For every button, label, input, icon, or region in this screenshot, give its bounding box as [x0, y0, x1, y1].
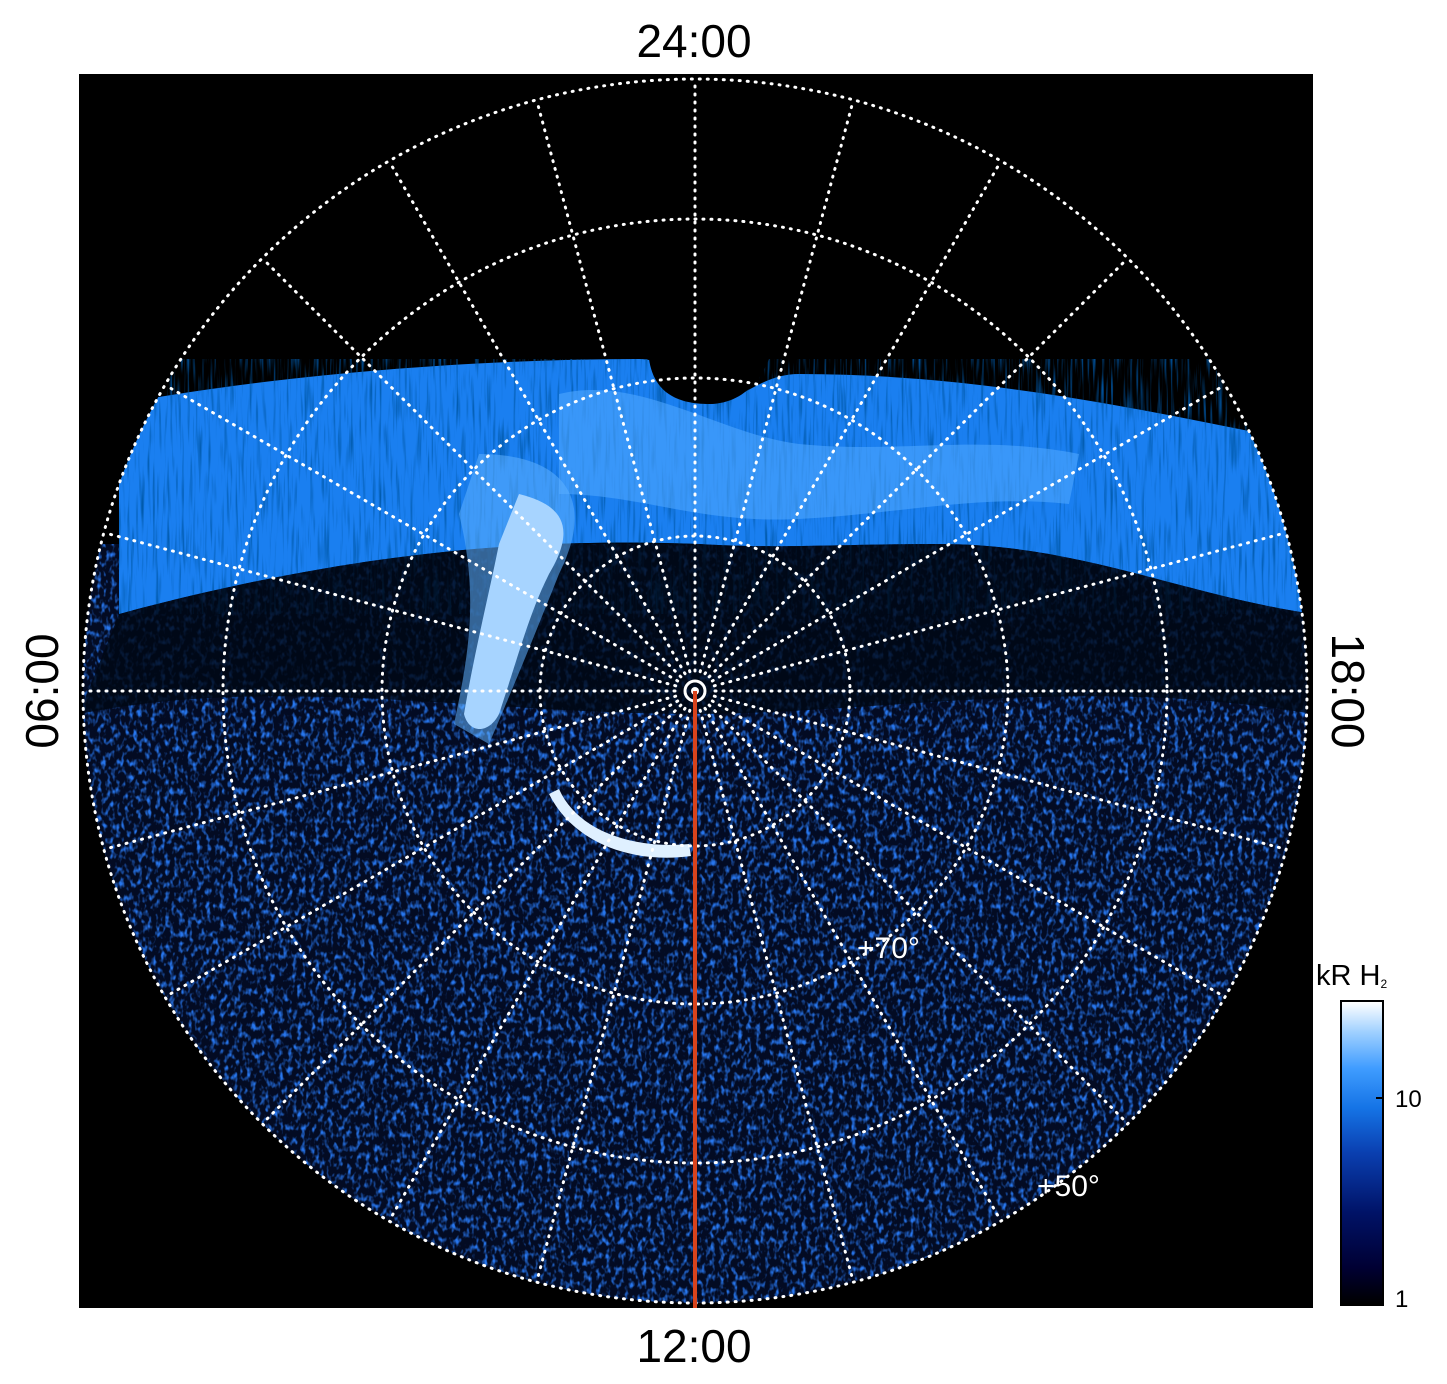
dawn-arc-glow [454, 454, 575, 744]
latitude-label-50: +50° [1037, 1170, 1100, 1203]
meridian-line [712, 531, 1288, 688]
local-time-label-midnight: 24:00 [636, 15, 752, 67]
meridian-line [710, 699, 1227, 999]
meridian-line [260, 256, 683, 679]
meridian-line [163, 699, 680, 999]
meridian-line [703, 706, 1003, 1223]
meridian-line [707, 256, 1130, 679]
latitude-label-70: +70° [857, 932, 920, 965]
local-time-label-dawn: 06:00 [16, 633, 68, 749]
meridian-line [387, 706, 687, 1223]
meridian-line [535, 708, 692, 1284]
polar-cap-dark [83, 542, 1307, 714]
colorbar-title: kR H2 [1316, 960, 1388, 992]
colorbar-tick-label-1: 1 [1395, 1286, 1409, 1313]
meridian-line [260, 703, 683, 1126]
polar-data-gap [649, 359, 769, 404]
local-time-meridians [81, 77, 1309, 1305]
meridian-line [710, 383, 1227, 683]
local-time-label-dusk: 18:00 [1322, 633, 1374, 749]
meridian-line [698, 708, 855, 1284]
meridian-line [102, 531, 678, 688]
auroral-polar-map: +70° +50° [79, 74, 1313, 1308]
noon-crescent-arc [549, 789, 691, 858]
meridian-line [703, 159, 1003, 676]
meridian-line [387, 159, 687, 676]
local-time-label-noon: 12:00 [636, 1320, 752, 1372]
meridian-line [707, 703, 1130, 1126]
meridian-line [698, 98, 855, 674]
colorbar-tickmark-10 [1376, 1097, 1384, 1099]
colorbar [1340, 1000, 1384, 1306]
meridian-line [712, 694, 1288, 851]
colorbar-tick-label-10: 10 [1395, 1086, 1422, 1113]
meridian-line [163, 383, 680, 683]
auroral-band-core [559, 389, 1079, 520]
meridian-line [102, 694, 678, 851]
meridian-line [535, 98, 692, 674]
